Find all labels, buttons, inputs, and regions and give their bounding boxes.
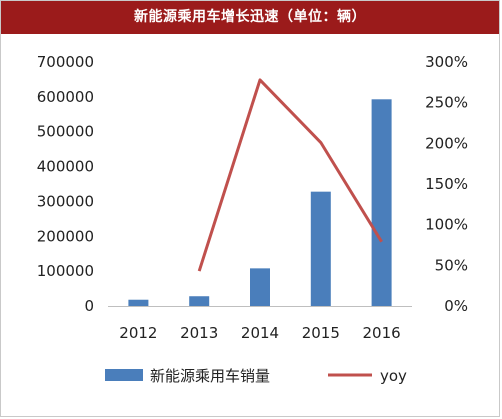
y-right-tick-label: 150% (425, 175, 468, 193)
y-left-tick-label: 400000 (37, 158, 94, 176)
legend-line-label: yoy (380, 367, 407, 385)
legend-bar-swatch (105, 369, 143, 381)
y-left-tick-label: 500000 (37, 123, 94, 141)
x-tick-label: 2016 (363, 324, 401, 342)
yoy-line (197, 78, 383, 272)
bar-2013 (189, 296, 210, 306)
title-bar: 新能源乘用车增长迅速（单位：辆） (1, 1, 499, 34)
x-tick-label: 2015 (302, 324, 340, 342)
y-right-tick-label: 0% (444, 297, 468, 315)
y-right-tick-label: 200% (425, 134, 468, 152)
y-right-tick-label: 100% (425, 216, 468, 234)
legend-bar-label: 新能源乘用车销量 (150, 367, 270, 385)
x-tick-label: 2013 (180, 324, 218, 342)
x-tick-label: 2012 (119, 324, 157, 342)
x-tick-label: 2014 (241, 324, 279, 342)
y-right-tick-label: 300% (425, 53, 468, 71)
y-right-tick-label: 250% (425, 94, 468, 112)
y-left-tick-label: 600000 (37, 88, 94, 106)
y-left-tick-label: 700000 (37, 53, 94, 71)
y-left-tick-label: 300000 (37, 192, 94, 210)
y-right-tick-label: 50% (435, 256, 468, 274)
y-left-tick-label: 200000 (37, 227, 94, 245)
bar-2015 (310, 191, 331, 306)
y-left-tick-label: 0 (84, 297, 94, 315)
bar-2016 (371, 99, 392, 306)
y-left-tick-label: 100000 (37, 262, 94, 280)
chart-title: 新能源乘用车增长迅速（单位：辆） (134, 9, 366, 25)
bar-2014 (250, 268, 270, 306)
bar-2012 (128, 299, 149, 306)
